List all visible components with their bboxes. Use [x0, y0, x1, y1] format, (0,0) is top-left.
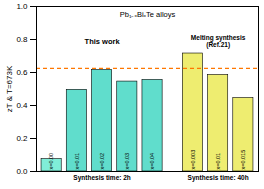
svg-text:This work: This work [85, 37, 121, 46]
svg-text:x=0.015: x=0.015 [240, 150, 246, 170]
svg-text:0.2: 0.2 [16, 134, 28, 143]
svg-text:Synthesis time: 40h: Synthesis time: 40h [188, 174, 249, 182]
svg-text:x=0.04: x=0.04 [149, 153, 155, 170]
svg-text:Melting synthesis(Ref.21): Melting synthesis(Ref.21) [191, 34, 246, 49]
svg-text:x=0.01: x=0.01 [215, 153, 221, 170]
svg-text:0.8: 0.8 [16, 35, 28, 44]
svg-text:Pb₁₋ₓBiₓTe alloys: Pb₁₋ₓBiₓTe alloys [120, 10, 176, 19]
svg-text:0.4: 0.4 [16, 101, 28, 110]
svg-text:x=0.00: x=0.00 [48, 153, 54, 170]
svg-text:x=0.003: x=0.003 [190, 150, 196, 170]
svg-text:1.0: 1.0 [16, 2, 28, 11]
svg-text:x=0.02: x=0.02 [99, 153, 105, 170]
svg-text:0.6: 0.6 [16, 68, 28, 77]
svg-text:x=0.03: x=0.03 [124, 153, 130, 170]
svg-text:zT & T=673K: zT & T=673K [5, 65, 14, 112]
svg-text:x=0.01: x=0.01 [74, 153, 80, 170]
svg-text:Synthesis time: 2h: Synthesis time: 2h [73, 174, 130, 182]
svg-text:0.0: 0.0 [16, 167, 28, 176]
